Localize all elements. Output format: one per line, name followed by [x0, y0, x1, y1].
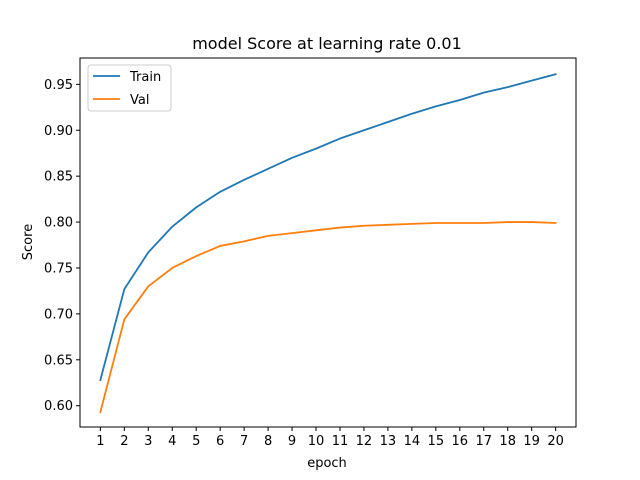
y-tick-label: 0.85 — [44, 170, 73, 185]
chart-title: model Score at learning rate 0.01 — [192, 34, 462, 53]
x-tick-label: 10 — [308, 434, 325, 449]
x-tick-label: 11 — [332, 434, 349, 449]
x-tick-label: 4 — [168, 434, 176, 449]
legend-label-val: Val — [130, 93, 149, 108]
x-tick-label: 16 — [452, 434, 469, 449]
x-tick-label: 6 — [216, 434, 224, 449]
x-tick-label: 2 — [120, 434, 128, 449]
x-tick-label: 8 — [264, 434, 272, 449]
y-tick-label: 0.95 — [44, 78, 73, 93]
x-tick-label: 12 — [356, 434, 373, 449]
y-tick-label: 0.90 — [44, 124, 73, 139]
y-tick-label: 0.75 — [44, 261, 73, 276]
x-tick-label: 3 — [144, 434, 152, 449]
series-line-val — [99, 221, 557, 414]
legend-label-train: Train — [129, 70, 161, 85]
y-tick-label: 0.65 — [44, 353, 73, 368]
series-line-train — [99, 73, 557, 382]
x-axis-label: epoch — [307, 456, 347, 471]
legend: Train Val — [87, 64, 172, 112]
x-tick-label: 17 — [475, 434, 492, 449]
x-tick-label: 13 — [380, 434, 397, 449]
x-tick-label: 18 — [499, 434, 516, 449]
x-tick-label: 14 — [404, 434, 421, 449]
axes-frame — [79, 57, 577, 428]
y-tick-label: 0.80 — [44, 216, 73, 231]
y-tick-label: 0.60 — [44, 399, 73, 414]
y-tick-label: 0.70 — [44, 307, 73, 322]
x-tick-label: 19 — [523, 434, 540, 449]
y-axis-label: Score — [21, 224, 36, 260]
x-tick-label: 9 — [288, 434, 296, 449]
plot-area: 1 2 3 4 5 6 7 8 9 10 11 12 13 14 15 16 17 18 19 200.600.650… — [44, 57, 577, 449]
x-tick-label: 15 — [428, 434, 445, 449]
x-tick-label: 7 — [240, 434, 248, 449]
x-tick-label: 20 — [547, 434, 564, 449]
x-tick-label: 5 — [192, 434, 200, 449]
x-tick-label: 1 — [96, 434, 104, 449]
